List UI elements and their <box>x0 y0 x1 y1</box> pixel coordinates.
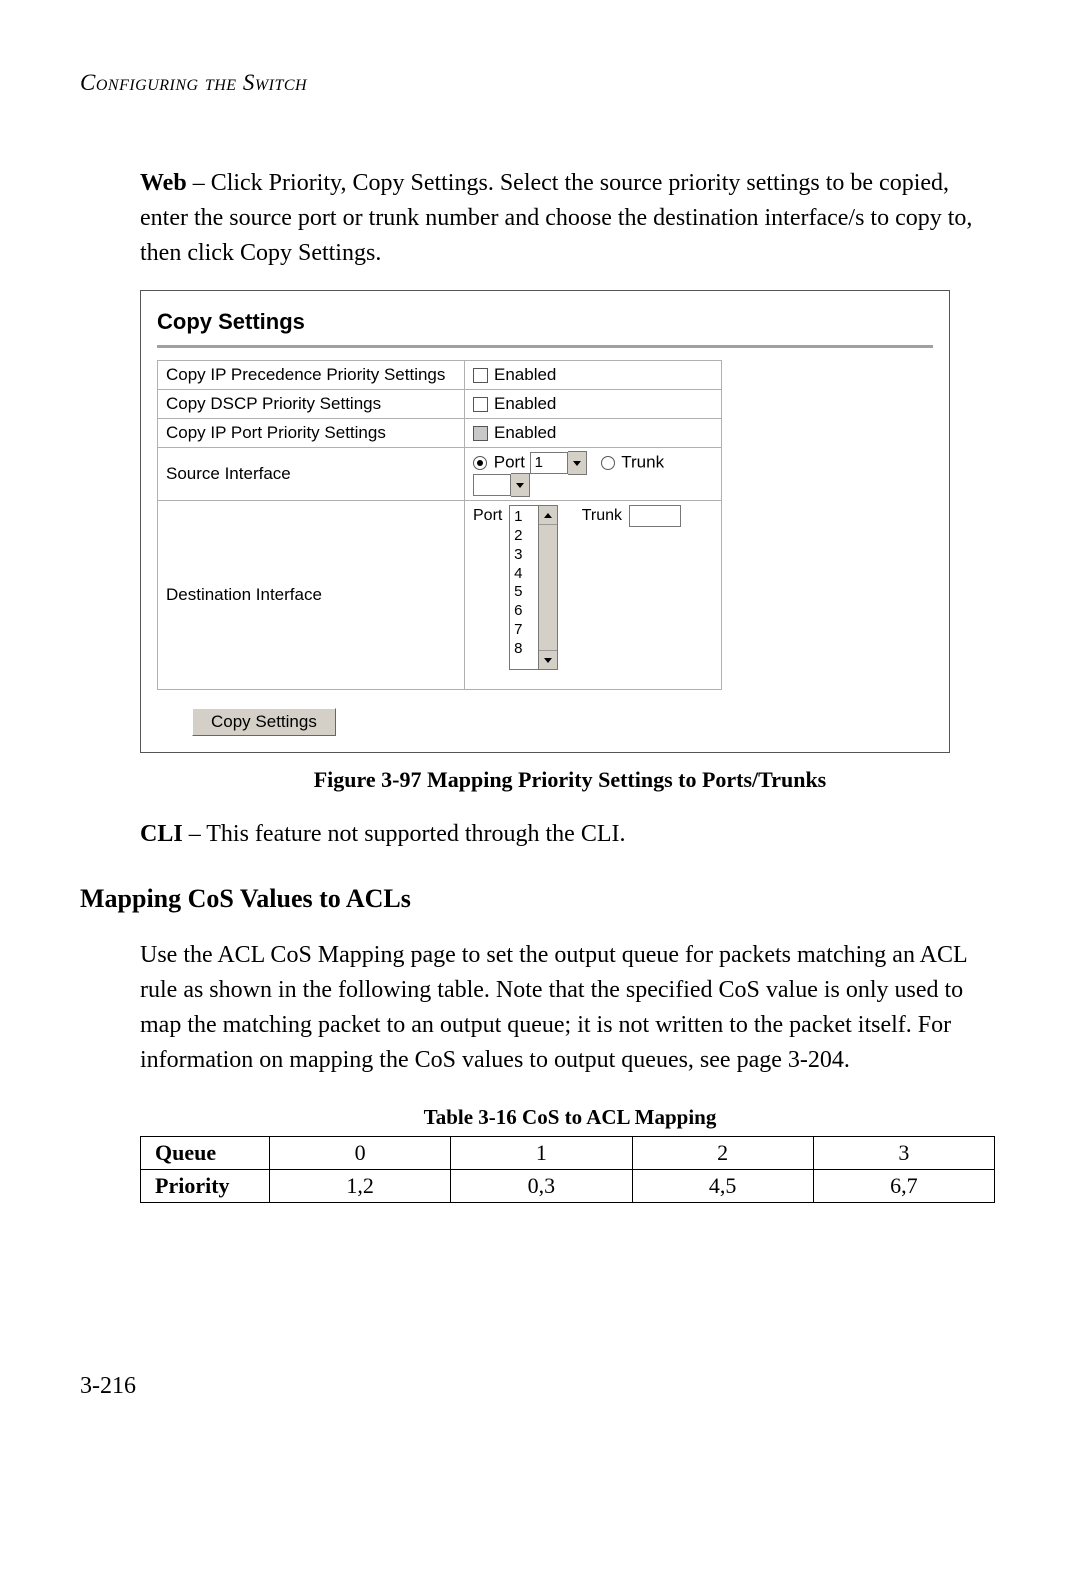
dest-port-label: Port <box>473 505 502 525</box>
page-number: 3-216 <box>80 1373 1000 1400</box>
cell: 0 <box>270 1137 451 1170</box>
checkbox-label-dscp: Enabled <box>494 394 556 413</box>
checkbox-label-ip-precedence: Enabled <box>494 365 556 384</box>
dest-trunk-label: Trunk <box>582 505 622 525</box>
listbox-destination-port[interactable]: 1 2 3 4 5 6 7 8 <box>509 505 558 670</box>
figure-caption: Figure 3-97 Mapping Priority Settings to… <box>140 767 1000 793</box>
label-source-interface: Source Interface <box>158 448 465 501</box>
table-caption: Table 3-16 CoS to ACL Mapping <box>140 1105 1000 1130</box>
radio-source-trunk[interactable] <box>601 456 615 470</box>
dropdown-source-port-value: 1 <box>530 452 568 474</box>
cli-text: – This feature not supported through the… <box>183 821 626 847</box>
scrollbar[interactable] <box>539 505 558 670</box>
cell: 2 <box>632 1137 813 1170</box>
label-dscp: Copy DSCP Priority Settings <box>158 390 465 419</box>
dropdown-source-trunk[interactable] <box>473 474 530 496</box>
list-item[interactable]: 7 <box>514 621 534 640</box>
copy-settings-panel: Copy Settings Copy IP Precedence Priorit… <box>140 290 950 753</box>
panel-divider <box>157 345 933 348</box>
cell: 3 <box>813 1137 994 1170</box>
listbox-port-items[interactable]: 1 2 3 4 5 6 7 8 <box>509 505 539 670</box>
radio-source-port[interactable] <box>473 456 487 470</box>
panel-title: Copy Settings <box>157 309 933 335</box>
row-destination-interface: Destination Interface Port 1 2 3 4 5 6 7… <box>158 501 722 690</box>
row-source-interface: Source Interface Port 1 Trunk <box>158 448 722 501</box>
cell: 0,3 <box>451 1170 632 1203</box>
list-item[interactable]: 2 <box>514 527 534 546</box>
checkbox-label-ip-port: Enabled <box>494 423 556 442</box>
radio-label-port: Port <box>494 453 525 472</box>
section-heading: Mapping CoS Values to ACLs <box>80 884 1000 914</box>
chevron-down-icon[interactable] <box>568 451 587 475</box>
label-ip-precedence: Copy IP Precedence Priority Settings <box>158 361 465 390</box>
cell: 1 <box>451 1137 632 1170</box>
cell: 1,2 <box>270 1170 451 1203</box>
row-ip-port: Copy IP Port Priority Settings Enabled <box>158 419 722 448</box>
checkbox-dscp[interactable] <box>473 397 488 412</box>
row-dscp: Copy DSCP Priority Settings Enabled <box>158 390 722 419</box>
list-item[interactable]: 4 <box>514 565 534 584</box>
label-destination-interface: Destination Interface <box>158 501 465 690</box>
checkbox-ip-precedence[interactable] <box>473 368 488 383</box>
row-head-priority: Priority <box>141 1170 270 1203</box>
cell: 4,5 <box>632 1170 813 1203</box>
list-item[interactable]: 3 <box>514 546 534 565</box>
intro-text: – Click Priority, Copy Settings. Select … <box>140 170 972 266</box>
settings-table: Copy IP Precedence Priority Settings Ena… <box>157 360 722 690</box>
dropdown-source-trunk-value <box>473 474 511 496</box>
chevron-down-icon[interactable] <box>539 650 557 669</box>
running-head: Configuring the Switch <box>80 70 1000 96</box>
listbox-destination-trunk[interactable] <box>629 505 681 527</box>
cos-acl-table: Queue 0 1 2 3 Priority 1,2 0,3 4,5 6,7 <box>140 1136 995 1203</box>
list-item[interactable]: 6 <box>514 602 534 621</box>
cell: 6,7 <box>813 1170 994 1203</box>
cli-paragraph: CLI – This feature not supported through… <box>140 817 1000 852</box>
row-ip-precedence: Copy IP Precedence Priority Settings Ena… <box>158 361 722 390</box>
list-item[interactable]: 5 <box>514 583 534 602</box>
chevron-up-icon[interactable] <box>539 506 557 525</box>
chevron-down-icon[interactable] <box>511 473 530 497</box>
list-item[interactable]: 1 <box>514 508 534 527</box>
scroll-track[interactable] <box>539 525 557 650</box>
checkbox-ip-port[interactable] <box>473 426 488 441</box>
cli-lead: CLI <box>140 821 183 847</box>
table-row: Queue 0 1 2 3 <box>141 1137 995 1170</box>
table-row: Priority 1,2 0,3 4,5 6,7 <box>141 1170 995 1203</box>
row-head-queue: Queue <box>141 1137 270 1170</box>
label-ip-port: Copy IP Port Priority Settings <box>158 419 465 448</box>
dropdown-source-port[interactable]: 1 <box>530 452 587 474</box>
section-body: Use the ACL CoS Mapping page to set the … <box>140 938 1000 1077</box>
list-item[interactable]: 8 <box>514 640 534 659</box>
radio-label-trunk: Trunk <box>621 453 664 472</box>
copy-settings-button[interactable]: Copy Settings <box>192 708 336 736</box>
intro-lead: Web <box>140 170 187 196</box>
intro-paragraph: Web – Click Priority, Copy Settings. Sel… <box>140 166 1000 270</box>
